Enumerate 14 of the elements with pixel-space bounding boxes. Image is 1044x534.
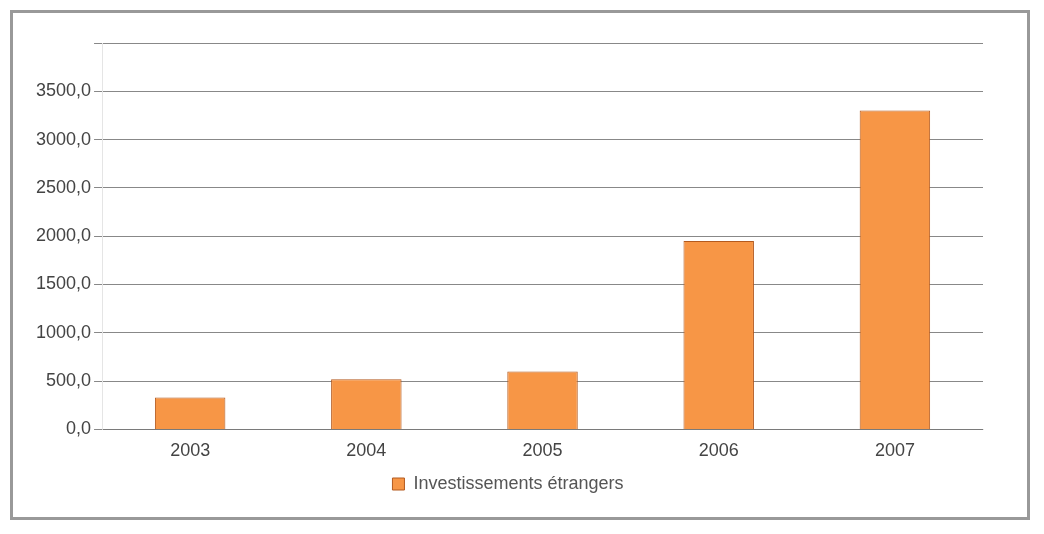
- x-tick-label: 2007: [874, 440, 915, 461]
- y-tick-label: 2000,0: [35, 225, 92, 246]
- y-tick-label: 3500,0: [35, 80, 92, 101]
- x-tick-label: 2005: [522, 440, 563, 461]
- y-tick-label: 2500,0: [35, 176, 92, 197]
- legend-label: Investissements étrangers: [413, 472, 624, 493]
- y-tick-label: 0,0: [66, 418, 92, 439]
- y-tick-label: 1500,0: [35, 273, 92, 294]
- y-tick-label: 1000,0: [35, 321, 92, 342]
- x-tick-label: 2003: [170, 440, 211, 461]
- y-tick-label: 3000,0: [35, 128, 92, 149]
- x-tick-label: 2004: [346, 440, 387, 461]
- x-tick-label: 2006: [698, 440, 739, 461]
- y-tick-label: 500,0: [46, 370, 92, 391]
